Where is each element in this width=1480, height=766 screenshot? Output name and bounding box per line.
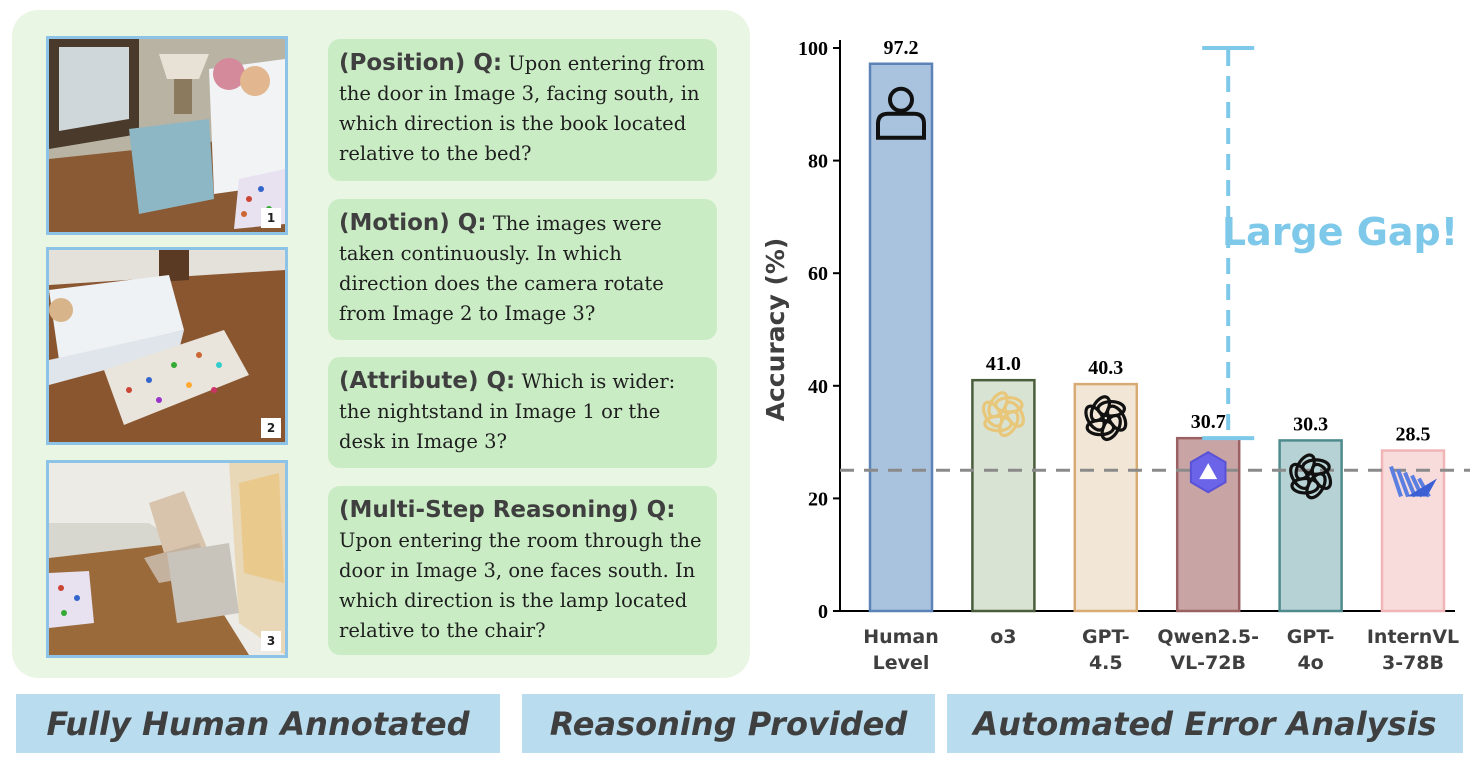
- bar: [1380, 449, 1446, 613]
- x-tick-label: 4o: [1297, 652, 1323, 674]
- room-image-2: 2: [46, 247, 288, 445]
- room-image-1: 1: [46, 36, 288, 235]
- banner-reasoning-provided: Reasoning Provided: [522, 694, 935, 753]
- openai-logo-icon: [1084, 395, 1128, 442]
- x-tick-label: GPT-: [1287, 626, 1335, 648]
- image-number-badge: 3: [261, 631, 281, 651]
- question-tag: (Motion) Q:: [339, 210, 487, 236]
- x-tick-label: 4.5: [1089, 652, 1123, 674]
- person-icon: [876, 86, 926, 140]
- question-tag: (Position) Q:: [339, 50, 503, 76]
- gap-annotation: Large Gap!: [1222, 210, 1458, 254]
- question-text: The images were taken continuously. In w…: [339, 212, 664, 325]
- y-tick-label: 100: [798, 38, 828, 60]
- question-card-motion: (Motion) Q: The images were taken contin…: [328, 199, 717, 340]
- bar-value-label: 30.3: [1293, 413, 1328, 435]
- question-text: Upon entering the room through the door …: [339, 529, 702, 642]
- bar-value-label: 30.7: [1191, 411, 1226, 433]
- question-tag: (Multi-Step Reasoning) Q:: [339, 497, 676, 523]
- banner-fully-human-annotated: Fully Human Annotated: [16, 694, 500, 753]
- bar-value-label: 41.0: [986, 353, 1021, 375]
- bar: [1073, 382, 1139, 613]
- x-tick-label: InternVL: [1367, 626, 1459, 648]
- x-tick-label: Qwen2.5-: [1157, 626, 1259, 648]
- bar-value-label: 28.5: [1396, 424, 1431, 446]
- y-tick-label: 40: [808, 376, 828, 398]
- bar: [868, 62, 934, 613]
- question-text: Upon entering from the door in Image 3, …: [339, 52, 705, 165]
- internvl-logo-icon: [1389, 465, 1437, 498]
- y-tick-label: 20: [808, 488, 828, 510]
- image-number-badge: 1: [261, 208, 281, 228]
- openai-logo-icon: [981, 391, 1025, 438]
- accuracy-bar-chart: 0 20 40 60 80 100 Accuracy (%) 97.2 Human Level 41…: [761, 37, 1470, 674]
- question-tag: (Attribute) Q:: [339, 368, 516, 394]
- x-tick-label: o3: [990, 626, 1016, 648]
- question-text: Which is wider: the nightstand in Image …: [339, 370, 676, 453]
- bar-value-label: 97.2: [884, 37, 919, 59]
- question-card-attribute: (Attribute) Q: Which is wider: the night…: [328, 357, 717, 468]
- banner-automated-error-analysis: Automated Error Analysis: [947, 694, 1463, 753]
- x-tick-label: Level: [873, 652, 930, 674]
- accuracy-chart: 0 20 40 60 80 100 Accuracy (%) 97.2 Human Level 41…: [755, 20, 1475, 680]
- y-axis-label: Accuracy (%): [761, 238, 790, 422]
- y-tick-label: 0: [818, 601, 828, 623]
- x-tick-label: VL-72B: [1170, 652, 1246, 674]
- room-image-3: 3: [46, 460, 288, 658]
- openai-logo-icon: [1289, 453, 1333, 500]
- question-card-multistep: (Multi-Step Reasoning) Q: Upon entering …: [328, 486, 717, 655]
- qwen-logo-icon: [1189, 451, 1227, 494]
- image-number-badge: 2: [261, 418, 281, 438]
- y-tick-label: 60: [808, 263, 828, 285]
- x-tick-label: Human: [863, 626, 939, 648]
- bar-value-label: 40.3: [1088, 357, 1123, 379]
- x-tick-label: 3-78B: [1382, 652, 1444, 674]
- bar: [971, 378, 1036, 613]
- x-tick-label: GPT-: [1082, 626, 1130, 648]
- bar: [1278, 439, 1343, 613]
- question-card-position: (Position) Q: Upon entering from the doo…: [328, 39, 717, 181]
- y-tick-label: 80: [808, 151, 828, 173]
